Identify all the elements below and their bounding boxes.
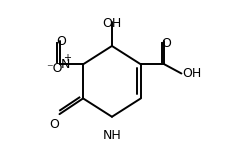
- Text: N: N: [61, 58, 70, 71]
- Text: O: O: [56, 35, 66, 49]
- Text: NH: NH: [103, 129, 121, 142]
- Text: OH: OH: [102, 17, 122, 30]
- Text: O: O: [161, 37, 171, 50]
- Text: ⁻O: ⁻O: [46, 62, 63, 75]
- Text: +: +: [63, 53, 71, 63]
- Text: OH: OH: [183, 67, 202, 80]
- Text: O: O: [49, 118, 59, 131]
